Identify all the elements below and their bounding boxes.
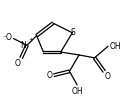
Text: O: O (14, 59, 20, 68)
Text: +: + (28, 37, 33, 42)
Text: S: S (71, 28, 76, 37)
Text: N: N (20, 41, 26, 50)
Text: OH: OH (110, 42, 122, 51)
Text: O: O (46, 71, 52, 80)
Text: O: O (105, 72, 111, 81)
Text: ⁻O: ⁻O (3, 33, 13, 42)
Text: OH: OH (71, 87, 83, 96)
